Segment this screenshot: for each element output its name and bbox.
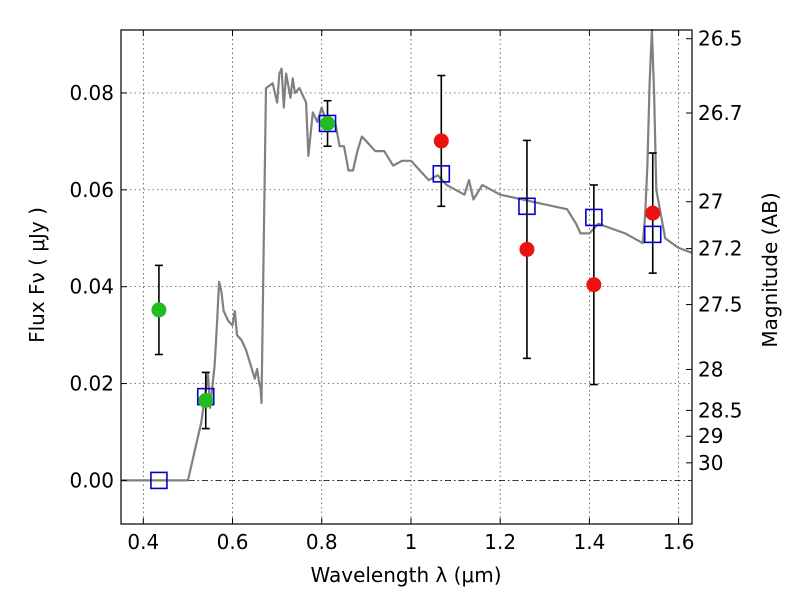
magnitude-axis-label: Magnitude (AB) xyxy=(758,192,782,347)
model-photometry-square xyxy=(318,114,337,133)
y-tick-label: 0.06 xyxy=(69,178,114,202)
y-tick-label: 0.00 xyxy=(69,468,114,492)
mag-tick-label: 26.5 xyxy=(698,27,743,51)
mag-tick-label: 28.5 xyxy=(698,398,743,422)
observed-point-red xyxy=(586,277,602,293)
observed-point-green xyxy=(151,302,167,318)
x-tick-label: 1.4 xyxy=(573,530,605,554)
sed-model-line xyxy=(121,28,693,482)
y-tick-label: 0.02 xyxy=(69,372,114,396)
x-tick-label: 1.2 xyxy=(484,530,516,554)
mag-tick-label: 26.7 xyxy=(698,101,743,125)
mag-tick-label: 27.5 xyxy=(698,293,743,317)
x-tick-label: 0.6 xyxy=(217,530,249,554)
x-tick-label: 0.4 xyxy=(127,530,159,554)
grid-lines xyxy=(121,30,692,524)
y-tick-label: 0.08 xyxy=(69,81,114,105)
mag-tick-label: 29 xyxy=(698,424,723,448)
model-photometry-square xyxy=(585,208,603,227)
model-photometry-square xyxy=(518,197,536,216)
mag-tick-label: 27.2 xyxy=(698,237,743,261)
mag-tick-label: 28 xyxy=(698,357,723,381)
observed-point-green xyxy=(198,393,214,408)
axis-ticks: 0.4 0.6 0.8 1 1.2 1.4 1.6 0.00 0.02 0.04 0.06 0.08 2… xyxy=(69,27,742,554)
observed-point-red xyxy=(645,205,661,221)
x-tick-label: 1.6 xyxy=(663,530,695,554)
y-axis-label: Flux Fν ( μJy ) xyxy=(25,207,49,343)
x-tick-label: 1 xyxy=(405,530,418,554)
x-tick-label: 0.8 xyxy=(306,530,338,554)
mag-tick-label: 30 xyxy=(698,451,723,475)
plot-frame xyxy=(120,29,693,525)
x-axis-label: Wavelength λ (μm) xyxy=(310,563,501,587)
plot-series xyxy=(121,28,693,490)
observed-point-red xyxy=(433,133,449,149)
observed-point-green xyxy=(320,115,336,131)
mag-tick-label: 27 xyxy=(698,190,723,214)
model-photometry-square xyxy=(643,225,662,244)
model-photometry-square xyxy=(432,165,451,183)
observed-point-red xyxy=(519,241,535,257)
y-tick-label: 0.04 xyxy=(69,275,114,299)
model-photometry-square xyxy=(150,471,168,490)
